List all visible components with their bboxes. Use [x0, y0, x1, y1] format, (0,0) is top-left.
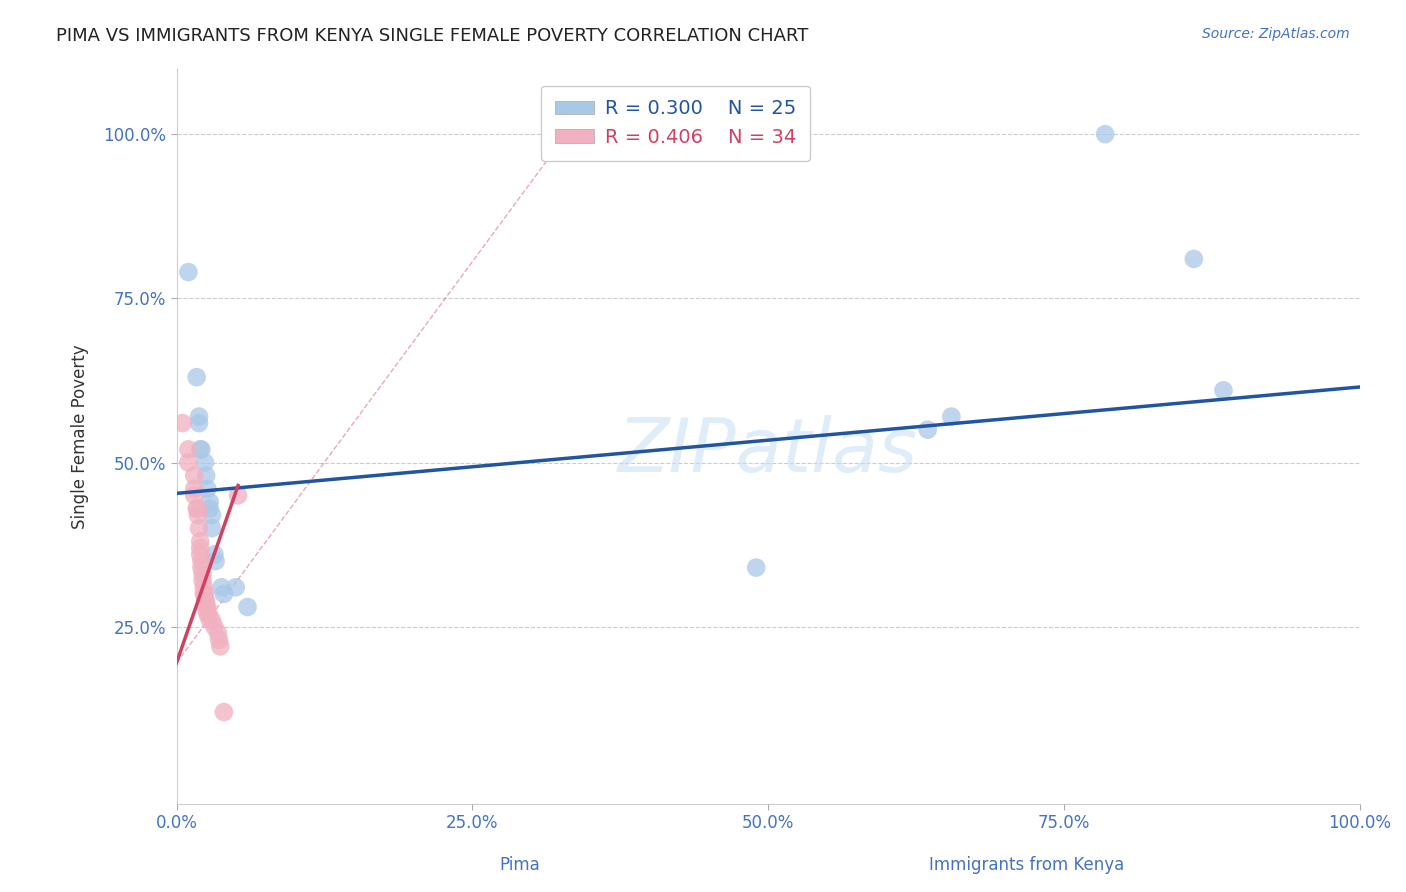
Point: [198, 501, 221, 516]
Point: [195, 482, 218, 496]
Point: [194, 593, 217, 607]
Point: [177, 265, 200, 279]
Point: [183, 488, 205, 502]
Point: [225, 580, 247, 594]
Text: ZIPatlas: ZIPatlas: [619, 415, 918, 487]
Text: Immigrants from Kenya: Immigrants from Kenya: [929, 856, 1123, 874]
Point: [917, 423, 939, 437]
Point: [188, 534, 211, 549]
Point: [188, 548, 211, 562]
Point: [183, 482, 205, 496]
Point: [202, 548, 225, 562]
Point: [188, 521, 211, 535]
Point: [195, 599, 218, 614]
Point: [186, 501, 208, 516]
Point: [190, 442, 212, 457]
Point: [194, 456, 217, 470]
Point: [188, 442, 211, 457]
Point: [188, 409, 211, 424]
Point: [201, 508, 224, 522]
Point: [1182, 252, 1205, 266]
Point: [195, 593, 218, 607]
Point: [187, 501, 209, 516]
Text: PIMA VS IMMIGRANTS FROM KENYA SINGLE FEMALE POVERTY CORRELATION CHART: PIMA VS IMMIGRANTS FROM KENYA SINGLE FEM…: [56, 27, 808, 45]
Point: [195, 599, 218, 614]
Point: [191, 574, 214, 588]
Point: [193, 580, 215, 594]
Point: [177, 456, 200, 470]
Point: [1094, 127, 1116, 141]
Point: [194, 587, 217, 601]
Point: [226, 488, 249, 502]
Point: [202, 620, 225, 634]
Point: [201, 521, 224, 535]
Text: Pima: Pima: [501, 856, 540, 874]
Point: [745, 560, 768, 574]
Point: [188, 541, 211, 555]
Y-axis label: Single Female Poverty: Single Female Poverty: [72, 344, 89, 529]
Point: [211, 580, 233, 594]
Point: [183, 468, 205, 483]
Point: [172, 416, 194, 430]
Point: [195, 468, 218, 483]
Point: [190, 554, 212, 568]
Point: [177, 442, 200, 457]
Point: [208, 632, 231, 647]
Point: [207, 626, 229, 640]
Point: [941, 409, 963, 424]
Point: [193, 587, 215, 601]
Point: [191, 567, 214, 582]
Point: [188, 416, 211, 430]
Point: [201, 613, 224, 627]
Point: [1212, 384, 1234, 398]
Point: [187, 508, 209, 522]
Point: [190, 560, 212, 574]
Point: [197, 607, 219, 621]
Text: Source: ZipAtlas.com: Source: ZipAtlas.com: [1202, 27, 1350, 41]
Point: [212, 587, 235, 601]
Point: [198, 495, 221, 509]
Point: [212, 705, 235, 719]
Legend: R = 0.300    N = 25, R = 0.406    N = 34: R = 0.300 N = 25, R = 0.406 N = 34: [541, 86, 810, 161]
Point: [209, 640, 232, 654]
Point: [195, 607, 218, 621]
Point: [186, 370, 208, 384]
Point: [204, 554, 226, 568]
Point: [236, 599, 259, 614]
Point: [198, 613, 221, 627]
